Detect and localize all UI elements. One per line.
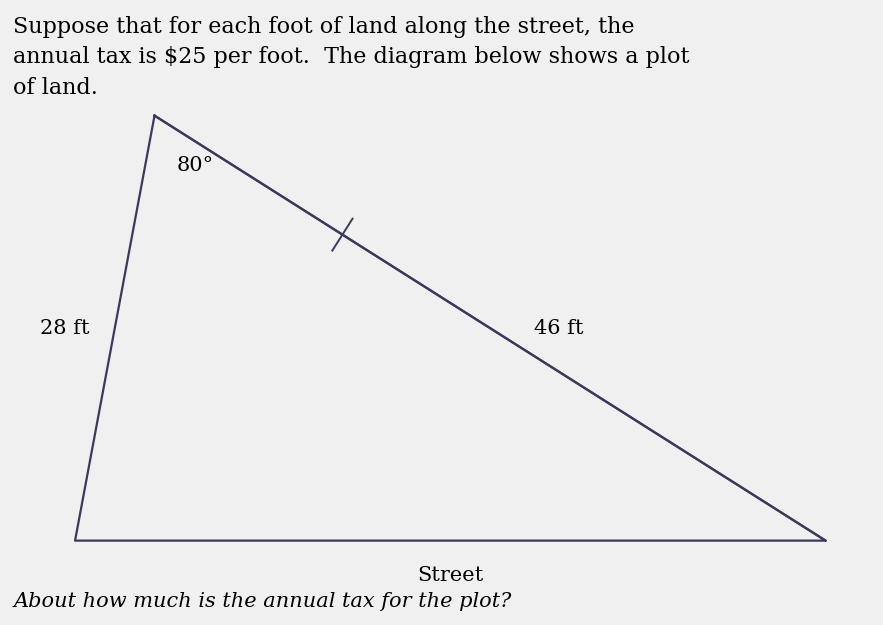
Text: Suppose that for each foot of land along the street, the
annual tax is $25 per f: Suppose that for each foot of land along…: [13, 16, 690, 99]
Text: 46 ft: 46 ft: [534, 319, 584, 338]
Text: About how much is the annual tax for the plot?: About how much is the annual tax for the…: [13, 592, 511, 611]
Text: Street: Street: [417, 566, 484, 584]
Text: 80°: 80°: [177, 156, 214, 175]
Text: 28 ft: 28 ft: [40, 319, 89, 338]
